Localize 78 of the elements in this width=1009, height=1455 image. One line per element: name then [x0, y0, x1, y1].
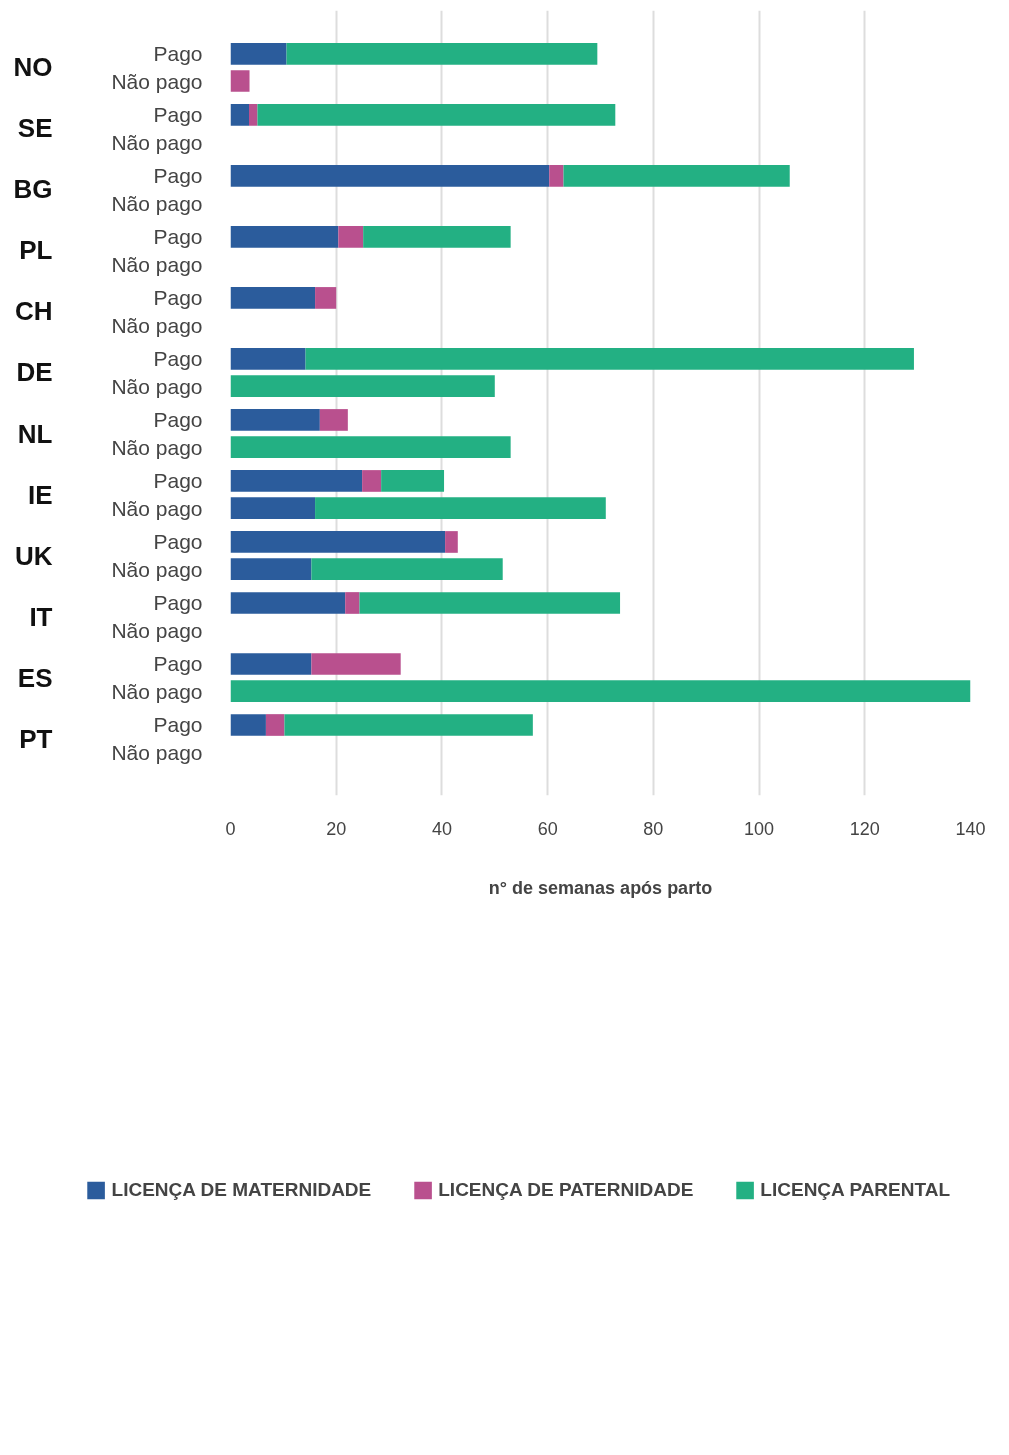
bar — [257, 104, 616, 126]
text: NO — [13, 52, 53, 83]
bar — [305, 348, 914, 370]
x-axis-title: n° de semanas após parto — [488, 877, 713, 898]
legend-label: LICENÇA DE MATERNIDADE — [111, 1179, 372, 1201]
text: UK — [14, 540, 53, 571]
y-tick-label: Pago — [153, 42, 203, 66]
bar — [549, 165, 564, 187]
y-tick-label: Não pago — [111, 191, 203, 215]
y-tick-label: Não pago — [111, 679, 203, 703]
y-tick-label: Não pago — [111, 313, 203, 337]
x-tick-label: 60 — [537, 818, 558, 839]
bar — [230, 409, 320, 431]
text: ES — [17, 662, 53, 693]
bar — [381, 470, 445, 492]
bar — [230, 226, 339, 248]
y-tick-label: Não pago — [111, 435, 203, 459]
bar — [230, 348, 306, 370]
y-tick-label: Pago — [153, 164, 203, 188]
y-tick-label: Não pago — [111, 130, 203, 154]
y-tick-label: Pago — [153, 713, 203, 737]
y-tick-label: Pago — [153, 408, 203, 432]
bar — [338, 226, 364, 248]
bar — [284, 714, 533, 736]
bar — [230, 470, 363, 492]
x-tick-label: 140 — [955, 818, 986, 839]
bar — [230, 653, 312, 675]
x-tick-label: 40 — [431, 818, 452, 839]
bar — [363, 226, 511, 248]
x-tick-label: 80 — [643, 818, 664, 839]
bar — [230, 531, 446, 553]
bar — [359, 592, 621, 614]
y-tick-label: Pago — [153, 225, 203, 249]
bar — [230, 104, 249, 126]
y-tick-label: Não pago — [111, 557, 203, 581]
x-tick-label: 20 — [326, 818, 347, 839]
text: PL — [19, 235, 53, 266]
y-tick-label: Pago — [153, 652, 203, 676]
bar — [445, 531, 458, 553]
y-tick-label: Não pago — [111, 740, 203, 764]
y-tick-label: Não pago — [111, 69, 203, 93]
text: PT — [19, 723, 53, 754]
y-tick-label: Não pago — [111, 374, 203, 398]
y-tick-label: Pago — [153, 469, 203, 493]
bar — [311, 653, 401, 675]
legend-label: LICENÇA PARENTAL — [760, 1179, 950, 1201]
legend-label: LICENÇA DE PATERNIDADE — [438, 1179, 694, 1201]
text: SE — [17, 113, 53, 144]
bar — [319, 409, 348, 431]
bar — [230, 43, 287, 65]
bar — [345, 592, 360, 614]
y-tick-label: Não pago — [111, 618, 203, 642]
bar — [230, 714, 266, 736]
bar — [249, 104, 258, 126]
bar — [286, 43, 598, 65]
text: IT — [29, 601, 53, 632]
bar — [230, 165, 550, 187]
bar — [230, 287, 316, 309]
text: BG — [13, 174, 53, 205]
y-tick-label: Pago — [153, 591, 203, 615]
x-tick-label: 100 — [744, 818, 775, 839]
bar — [230, 592, 346, 614]
bar — [265, 714, 285, 736]
y-tick-label: Pago — [153, 103, 203, 127]
y-tick-label: Pago — [153, 530, 203, 554]
x-tick-label: 0 — [225, 818, 236, 839]
y-tick-label: Não pago — [111, 496, 203, 520]
text: NL — [17, 418, 53, 449]
y-tick-label: Pago — [153, 347, 203, 371]
y-tick-label: Não pago — [111, 252, 203, 276]
text: IE — [27, 479, 53, 510]
bar — [563, 165, 790, 187]
bar — [362, 470, 382, 492]
bar — [315, 287, 337, 309]
text: DE — [16, 357, 53, 388]
x-tick-label: 120 — [849, 818, 880, 839]
text: CH — [14, 296, 53, 327]
y-tick-label: Pago — [153, 286, 203, 310]
